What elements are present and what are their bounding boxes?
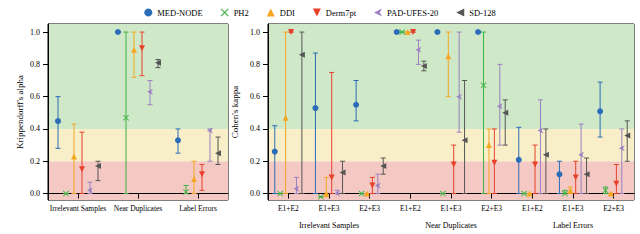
svg-text:E1+E2: E1+E2 [278, 204, 299, 213]
svg-text:Near Duplicates: Near Duplicates [114, 204, 163, 213]
svg-text:0.0: 0.0 [250, 189, 260, 198]
svg-text:0.4: 0.4 [250, 124, 260, 133]
svg-text:E1+E3: E1+E3 [319, 204, 340, 213]
svg-text:E2+E3: E2+E3 [603, 204, 624, 213]
svg-text:E1+E2: E1+E2 [400, 204, 421, 213]
svg-text:PH2: PH2 [234, 8, 249, 18]
svg-text:E1+E2: E1+E2 [522, 204, 543, 213]
svg-text:Cohen's kappa: Cohen's kappa [230, 86, 240, 138]
svg-text:E1+E3: E1+E3 [563, 204, 584, 213]
svg-text:Label Errors: Label Errors [179, 204, 217, 213]
svg-text:Derm7pt: Derm7pt [326, 8, 357, 18]
svg-text:MED-NODE: MED-NODE [157, 8, 202, 18]
svg-text:E2+E3: E2+E3 [481, 204, 502, 213]
svg-text:Irrelevant Samples: Irrelevant Samples [50, 204, 107, 213]
svg-text:Near Duplicates: Near Duplicates [425, 221, 477, 230]
svg-text:0.8: 0.8 [30, 60, 40, 69]
svg-text:Label Errors: Label Errors [553, 221, 593, 230]
svg-text:E2+E3: E2+E3 [359, 204, 380, 213]
svg-text:1.0: 1.0 [250, 28, 260, 37]
svg-text:Krippendorff's alpha: Krippendorff's alpha [15, 75, 25, 149]
svg-text:SD-128: SD-128 [469, 8, 495, 18]
svg-text:Irrelevant Samples: Irrelevant Samples [299, 221, 359, 230]
svg-text:0.6: 0.6 [30, 92, 40, 101]
svg-text:0.0: 0.0 [30, 189, 40, 198]
svg-text:E1+E3: E1+E3 [441, 204, 462, 213]
svg-text:0.8: 0.8 [250, 60, 260, 69]
svg-text:PAD-UFES-20: PAD-UFES-20 [387, 8, 438, 18]
svg-text:DDI: DDI [280, 8, 295, 18]
svg-text:0.2: 0.2 [250, 157, 260, 166]
svg-text:0.2: 0.2 [30, 157, 40, 166]
svg-text:0.6: 0.6 [250, 92, 260, 101]
svg-text:0.4: 0.4 [30, 124, 40, 133]
svg-text:1.0: 1.0 [30, 28, 40, 37]
